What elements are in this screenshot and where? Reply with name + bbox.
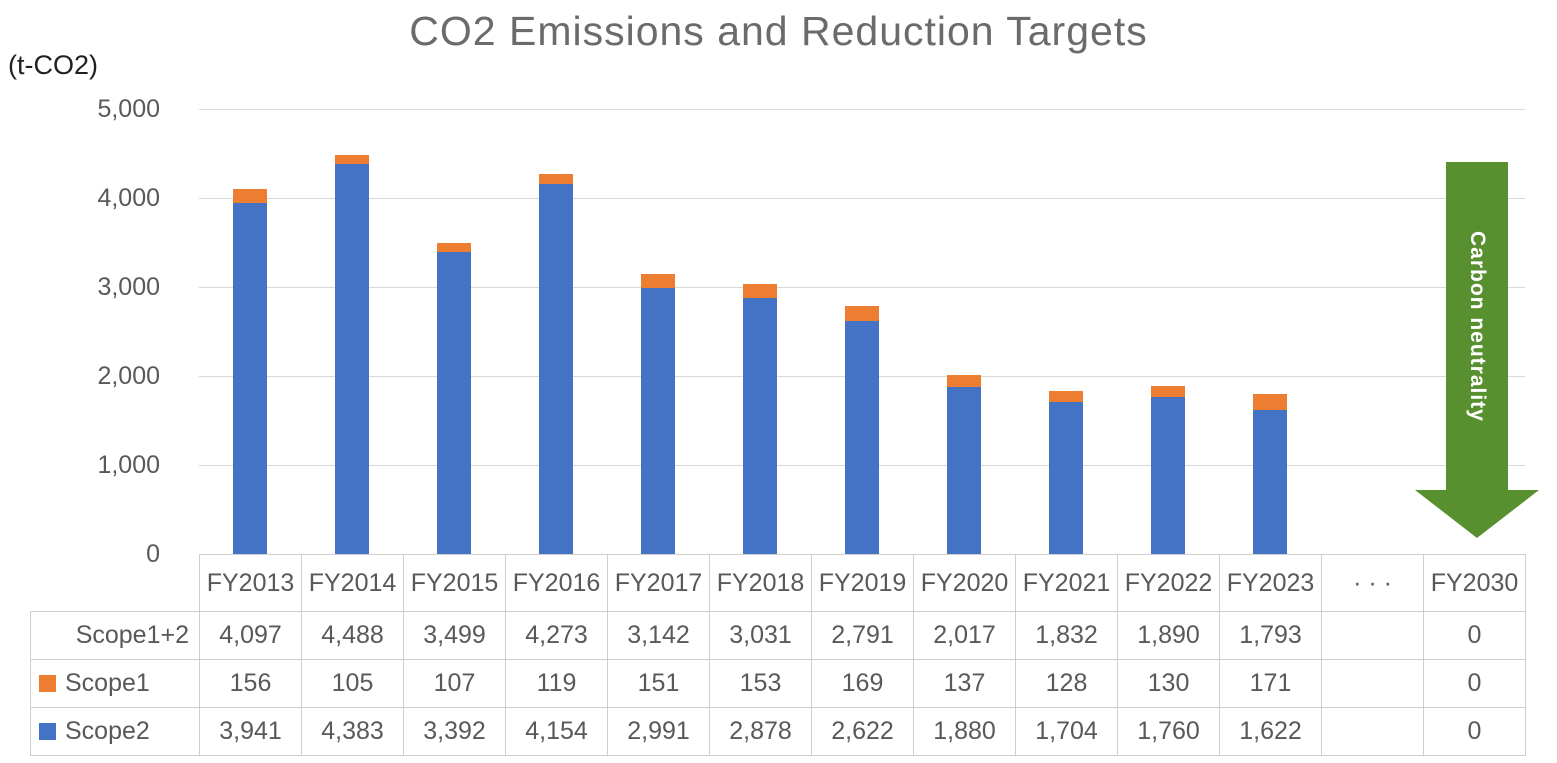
table-row-label: Scope1+2 (30, 611, 200, 660)
y-gridline (199, 287, 1525, 288)
table-value-cell: 171 (1219, 659, 1322, 708)
table-value-cell (1321, 707, 1424, 756)
legend-key-icon-scope2 (39, 723, 56, 740)
table-value-cell: 1,890 (1117, 611, 1220, 660)
table-value-cell: 169 (811, 659, 914, 708)
table-value-cell: 1,760 (1117, 707, 1220, 756)
bar-segment-scope1 (1253, 394, 1287, 410)
bar-segment-scope1 (539, 173, 573, 185)
y-axis-tick-label: 5,000 (97, 95, 160, 123)
y-axis-tick-label: 0 (146, 540, 160, 568)
y-axis-tick-label: 1,000 (97, 451, 160, 479)
table-row-label: Scope2 (30, 707, 200, 756)
bar-segment-scope2 (1151, 397, 1185, 554)
table-value-cell: 130 (1117, 659, 1220, 708)
y-axis-unit-label: (t-CO2) (8, 50, 98, 80)
table-value-cell: 3,142 (607, 611, 710, 660)
table-value-cell: 1,622 (1219, 707, 1322, 756)
bar-segment-scope2 (845, 320, 879, 554)
table-value-cell: 137 (913, 659, 1016, 708)
bar-segment-scope2 (539, 184, 573, 554)
table-value-cell: 107 (403, 659, 506, 708)
bar-segment-scope2 (437, 252, 471, 554)
chart-title: CO2 Emissions and Reduction Targets (409, 8, 1148, 54)
bar-segment-scope1 (437, 242, 471, 253)
table-value-cell: 1,832 (1015, 611, 1118, 660)
carbon-neutrality-arrow: Carbon neutrality (1446, 162, 1508, 491)
x-axis-category-cell: FY2022 (1117, 554, 1220, 612)
table-value-cell: 2,878 (709, 707, 812, 756)
x-axis-category-cell: · · · (1321, 554, 1424, 612)
y-gridline (199, 109, 1525, 110)
table-value-cell: 3,031 (709, 611, 812, 660)
table-value-cell (1321, 611, 1424, 660)
bar-segment-scope2 (947, 386, 981, 554)
table-value-cell (1321, 659, 1424, 708)
table-value-cell: 156 (199, 659, 302, 708)
bar-segment-scope1 (1151, 385, 1185, 398)
table-value-cell: 153 (709, 659, 812, 708)
table-value-cell: 2,017 (913, 611, 1016, 660)
bar-segment-scope1 (233, 189, 267, 204)
bar-segment-scope2 (233, 203, 267, 554)
x-axis-category-cell: FY2014 (301, 554, 404, 612)
table-value-cell: 1,704 (1015, 707, 1118, 756)
bar-segment-scope2 (335, 163, 369, 554)
table-value-cell: 4,154 (505, 707, 608, 756)
x-axis-category-cell: FY2023 (1219, 554, 1322, 612)
table-value-cell: 2,622 (811, 707, 914, 756)
table-value-cell: 105 (301, 659, 404, 708)
y-axis-tick-label: 3,000 (97, 273, 160, 301)
table-value-cell: 4,488 (301, 611, 404, 660)
x-axis-category-cell: FY2017 (607, 554, 710, 612)
table-value-cell: 3,499 (403, 611, 506, 660)
bar-segment-scope1 (845, 305, 879, 321)
table-value-cell: 4,097 (199, 611, 302, 660)
plot-area (199, 109, 1525, 554)
table-value-cell: 1,880 (913, 707, 1016, 756)
legend-key-icon-scope1 (39, 675, 56, 692)
table-row-label-text: Scope1 (65, 669, 150, 697)
y-axis-tick-label: 4,000 (97, 184, 160, 212)
x-axis-category-cell: FY2019 (811, 554, 914, 612)
y-axis-tick-label: 2,000 (97, 362, 160, 390)
x-axis-category-cell: FY2013 (199, 554, 302, 612)
table-row-label-text: Scope2 (65, 717, 150, 745)
bar-segment-scope1 (1049, 390, 1083, 403)
carbon-neutrality-arrow-head-icon (1415, 490, 1539, 538)
table-value-cell: 128 (1015, 659, 1118, 708)
bar-segment-scope1 (641, 274, 675, 288)
x-axis-category-cell: FY2030 (1423, 554, 1526, 612)
table-value-cell: 2,791 (811, 611, 914, 660)
table-value-cell: 3,392 (403, 707, 506, 756)
table-value-cell: 3,941 (199, 707, 302, 756)
bar-segment-scope2 (1049, 402, 1083, 554)
bar-segment-scope1 (947, 374, 981, 387)
table-value-cell: 4,383 (301, 707, 404, 756)
table-value-cell: 1,793 (1219, 611, 1322, 660)
bar-segment-scope2 (641, 287, 675, 554)
table-value-cell: 0 (1423, 659, 1526, 708)
x-axis-category-cell: FY2016 (505, 554, 608, 612)
table-value-cell: 4,273 (505, 611, 608, 660)
bar-segment-scope1 (335, 154, 369, 164)
bar-segment-scope2 (743, 297, 777, 554)
carbon-neutrality-arrow-label: Carbon neutrality (1466, 231, 1489, 422)
y-gridline (199, 198, 1525, 199)
x-axis-category-cell: FY2020 (913, 554, 1016, 612)
bar-segment-scope2 (1253, 409, 1287, 554)
table-row-label: Scope1 (30, 659, 200, 708)
x-axis-category-cell: FY2015 (403, 554, 506, 612)
table-value-cell: 119 (505, 659, 608, 708)
table-value-cell: 0 (1423, 611, 1526, 660)
table-value-cell: 151 (607, 659, 710, 708)
x-axis-category-cell: FY2021 (1015, 554, 1118, 612)
table-value-cell: 2,991 (607, 707, 710, 756)
bar-segment-scope1 (743, 284, 777, 298)
table-value-cell: 0 (1423, 707, 1526, 756)
x-axis-category-cell: FY2018 (709, 554, 812, 612)
